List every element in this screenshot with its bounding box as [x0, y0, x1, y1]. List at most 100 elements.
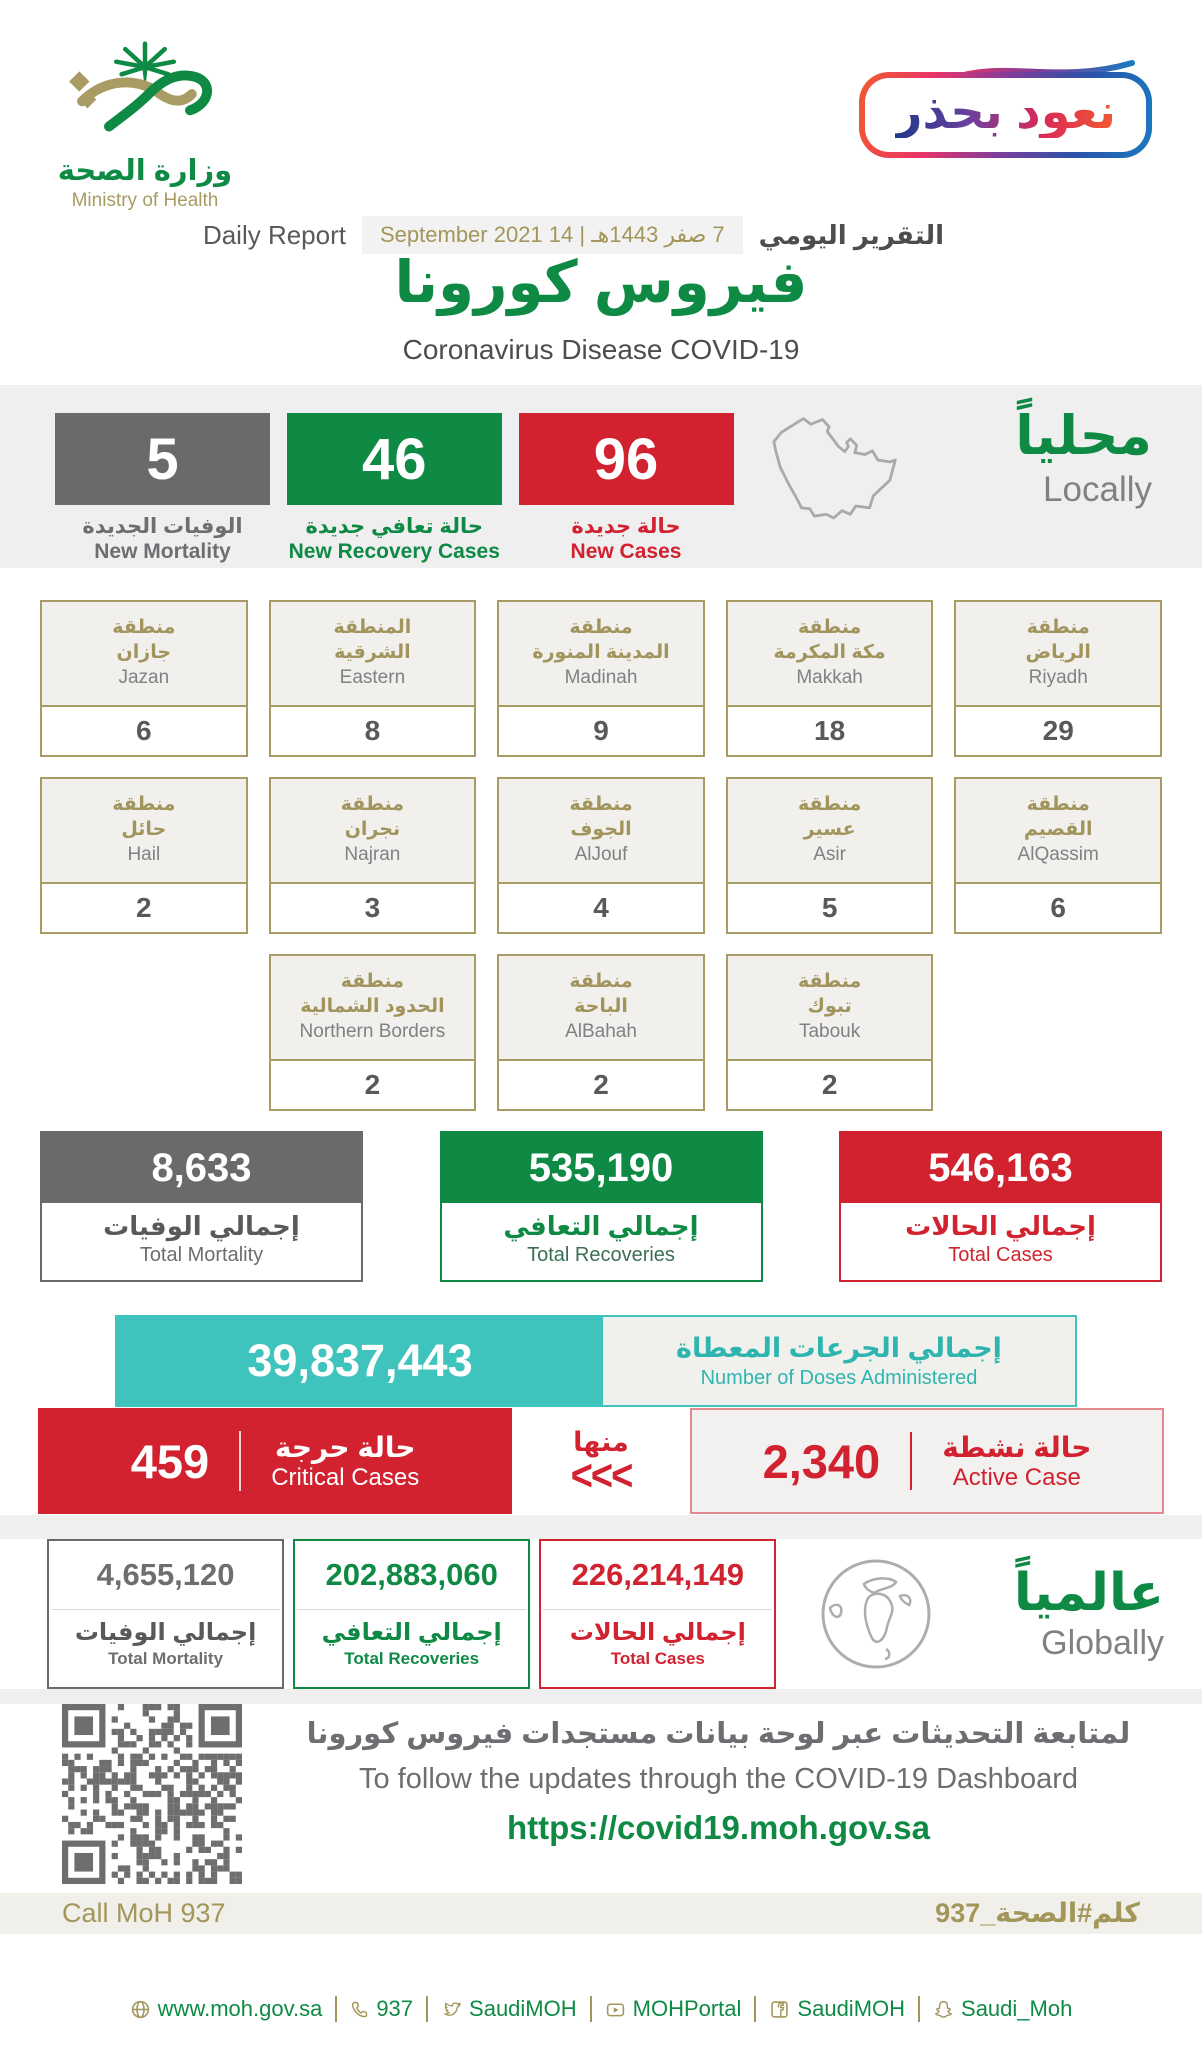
region-value: 2 — [821, 1069, 838, 1100]
new-mortality-label-ar: الوفيات الجديدة — [82, 515, 243, 538]
new-cases-label-ar: حالة جديدة — [571, 515, 681, 538]
website-label: www.moh.gov.sa — [157, 1996, 323, 2021]
region-value: 2 — [136, 892, 152, 923]
call-moh-band: Call MoH 937 كلم#الصحة_937 — [0, 1893, 1202, 1934]
region-name-ar: منطقة عسير — [797, 793, 862, 840]
region-name-en: Jazan — [118, 667, 170, 689]
global-cases-label-ar: إجمالي الحالات — [569, 1619, 746, 1646]
globe-icon — [812, 1554, 938, 1674]
region-name-ar: منطقة جازان — [112, 616, 176, 663]
global-heading: عالمياً Globally — [939, 1564, 1164, 1663]
facebook-link[interactable]: SaudiMOH — [769, 1996, 905, 2022]
region-card-hail: منطقة حائل Hail 2 — [40, 777, 248, 934]
region-name-ar: منطقة الجوف — [569, 793, 633, 840]
global-mortality-label-ar: إجمالي الوفيات — [74, 1619, 257, 1646]
region-name-ar: منطقة حائل — [112, 793, 176, 840]
phone-label: 937 — [376, 1996, 414, 2021]
twitter-link[interactable]: SaudiMOH — [441, 1996, 577, 2022]
region-card-aljouf: منطقة الجوف AlJouf 4 — [497, 777, 705, 934]
global-cases-value: 226,214,149 — [571, 1557, 744, 1592]
region-card-jazan: منطقة جازان Jazan 6 — [40, 600, 248, 757]
doses-label-en: Number of Doses Administered — [700, 1366, 978, 1389]
phone-link[interactable]: 937 — [350, 1996, 413, 2022]
region-card-riyadh: منطقة الرياض Riyadh 29 — [954, 600, 1162, 757]
global-recoveries-value: 202,883,060 — [325, 1557, 498, 1592]
snapchat-icon — [934, 2000, 953, 2018]
divider — [543, 1609, 773, 1610]
critical-label-ar: حالة حرجة — [274, 1431, 416, 1463]
of-which-block: منها <<< — [546, 1427, 656, 1498]
region-name-en: Riyadh — [1028, 667, 1088, 689]
divider — [910, 1432, 913, 1490]
global-mortality-value: 4,655,120 — [96, 1557, 235, 1592]
dashboard-line-en: To follow the updates through the COVID-… — [359, 1763, 1078, 1795]
of-which-label: منها — [573, 1427, 629, 1458]
divider — [239, 1431, 242, 1491]
region-value: 8 — [364, 715, 381, 746]
locally-label-ar: محلياً — [1015, 406, 1152, 466]
twitter-label: SaudiMOH — [469, 1996, 577, 2021]
region-card-asir: منطقة عسير Asir 5 — [725, 777, 934, 934]
global-cases-label-en: Total Cases — [610, 1649, 705, 1668]
total-mortality-card: 8,633 إجمالي الوفيات Total Mortality — [40, 1131, 363, 1282]
new-recoveries-value: 46 — [286, 413, 502, 505]
page-title-arabic: فيروس كورونا — [394, 250, 808, 315]
divider — [51, 1609, 281, 1610]
global-recoveries-label-ar: إجمالي التعافي — [321, 1619, 502, 1646]
active-value: 2,340 — [762, 1434, 881, 1488]
new-recoveries-stat: 46 حالة تعافي جديدة New Recovery Cases — [286, 399, 502, 564]
global-cases-card: 226,214,149 إجمالي الحالات Total Cases — [539, 1539, 777, 1689]
report-date: 7 صفر 1443هـ | 14 September 2021 — [362, 216, 743, 254]
critical-value: 459 — [130, 1434, 210, 1488]
new-recoveries-label-en: New Recovery Cases — [288, 540, 500, 563]
dashboard-url-link[interactable]: https://covid19.moh.gov.sa — [507, 1809, 930, 1846]
separator-band — [0, 1689, 1202, 1704]
total-cases-card: 546,163 إجمالي الحالات Total Cases — [839, 1131, 1162, 1282]
doses-administered-bar: إجمالي الجرعات المعطاة Number of Doses A… — [115, 1315, 1077, 1407]
separator — [335, 1996, 338, 2022]
new-cases-stat: 96 حالة جديدة New Cases — [518, 399, 734, 564]
website-link[interactable]: www.moh.gov.sa — [130, 1996, 323, 2022]
youtube-link[interactable]: MOHPortal — [605, 1996, 741, 2022]
total-mortality-value: 8,633 — [42, 1133, 361, 1203]
region-value: 2 — [364, 1069, 381, 1100]
region-value: 6 — [136, 715, 152, 746]
facebook-icon — [771, 2000, 789, 2018]
region-value: 29 — [1042, 715, 1074, 746]
region-name-en: AlJouf — [574, 844, 628, 866]
region-name-ar: منطقة المدينة المنورة — [532, 616, 670, 663]
regions-grid: منطقة الرياض Riyadh 29 منطقة مكة المكرمة M… — [40, 600, 1162, 1111]
region-name-en: Madinah — [564, 667, 638, 689]
dashboard-text: لمتابعة التحديثات عبر لوحة بيانات مستجدا… — [290, 1716, 1147, 1847]
moh-emblem-icon — [69, 41, 212, 132]
global-recoveries-label-en: Total Recoveries — [344, 1649, 480, 1668]
twitter-icon — [444, 2001, 461, 2016]
total-mortality-label-ar: إجمالي الوفيات — [103, 1211, 300, 1241]
total-cases-value: 546,163 — [841, 1133, 1160, 1203]
region-card-madinah: منطقة المدينة المنورة Madinah 9 — [497, 600, 705, 757]
local-stats-band: محلياً Locally 96 حالة جديدة New Cases 4… — [0, 385, 1202, 568]
region-card-alqassim: منطقة القصيم AlQassim 6 — [954, 777, 1162, 934]
region-value: 3 — [364, 892, 381, 923]
divider — [297, 1609, 527, 1610]
critical-label-en: Critical Cases — [271, 1463, 420, 1491]
snapchat-label: Saudi_Moh — [961, 1996, 1073, 2021]
region-card-albahah: منطقة الباحة AlBahah 2 — [497, 954, 705, 1111]
total-recoveries-card: 535,190 إجمالي التعافي Total Recoveries — [439, 1131, 763, 1282]
globally-label-en: Globally — [1041, 1624, 1164, 1663]
region-value: 4 — [593, 892, 609, 923]
snapchat-link[interactable]: Saudi_Moh — [933, 1996, 1072, 2022]
new-mortality-stat: 5 الوفيات الجديدة New Mortality — [55, 399, 270, 564]
page-title-english: Coronavirus Disease COVID-19 — [402, 334, 800, 365]
total-recoveries-label-ar: إجمالي التعافي — [503, 1211, 699, 1241]
region-value: 9 — [593, 715, 609, 746]
region-card-makkah: منطقة مكة المكرمة Makkah 18 — [725, 600, 934, 757]
separator-band — [0, 1515, 1202, 1539]
region-name-ar: منطقة الرياض — [1025, 616, 1091, 663]
new-mortality-value: 5 — [55, 413, 270, 505]
separator — [426, 1996, 429, 2022]
region-card-northern-borders: منطقة الحدود الشمالية Northern Borders 2 — [268, 954, 477, 1111]
total-recoveries-value: 535,190 — [441, 1133, 761, 1203]
region-name-en: Tabouk — [798, 1021, 861, 1043]
